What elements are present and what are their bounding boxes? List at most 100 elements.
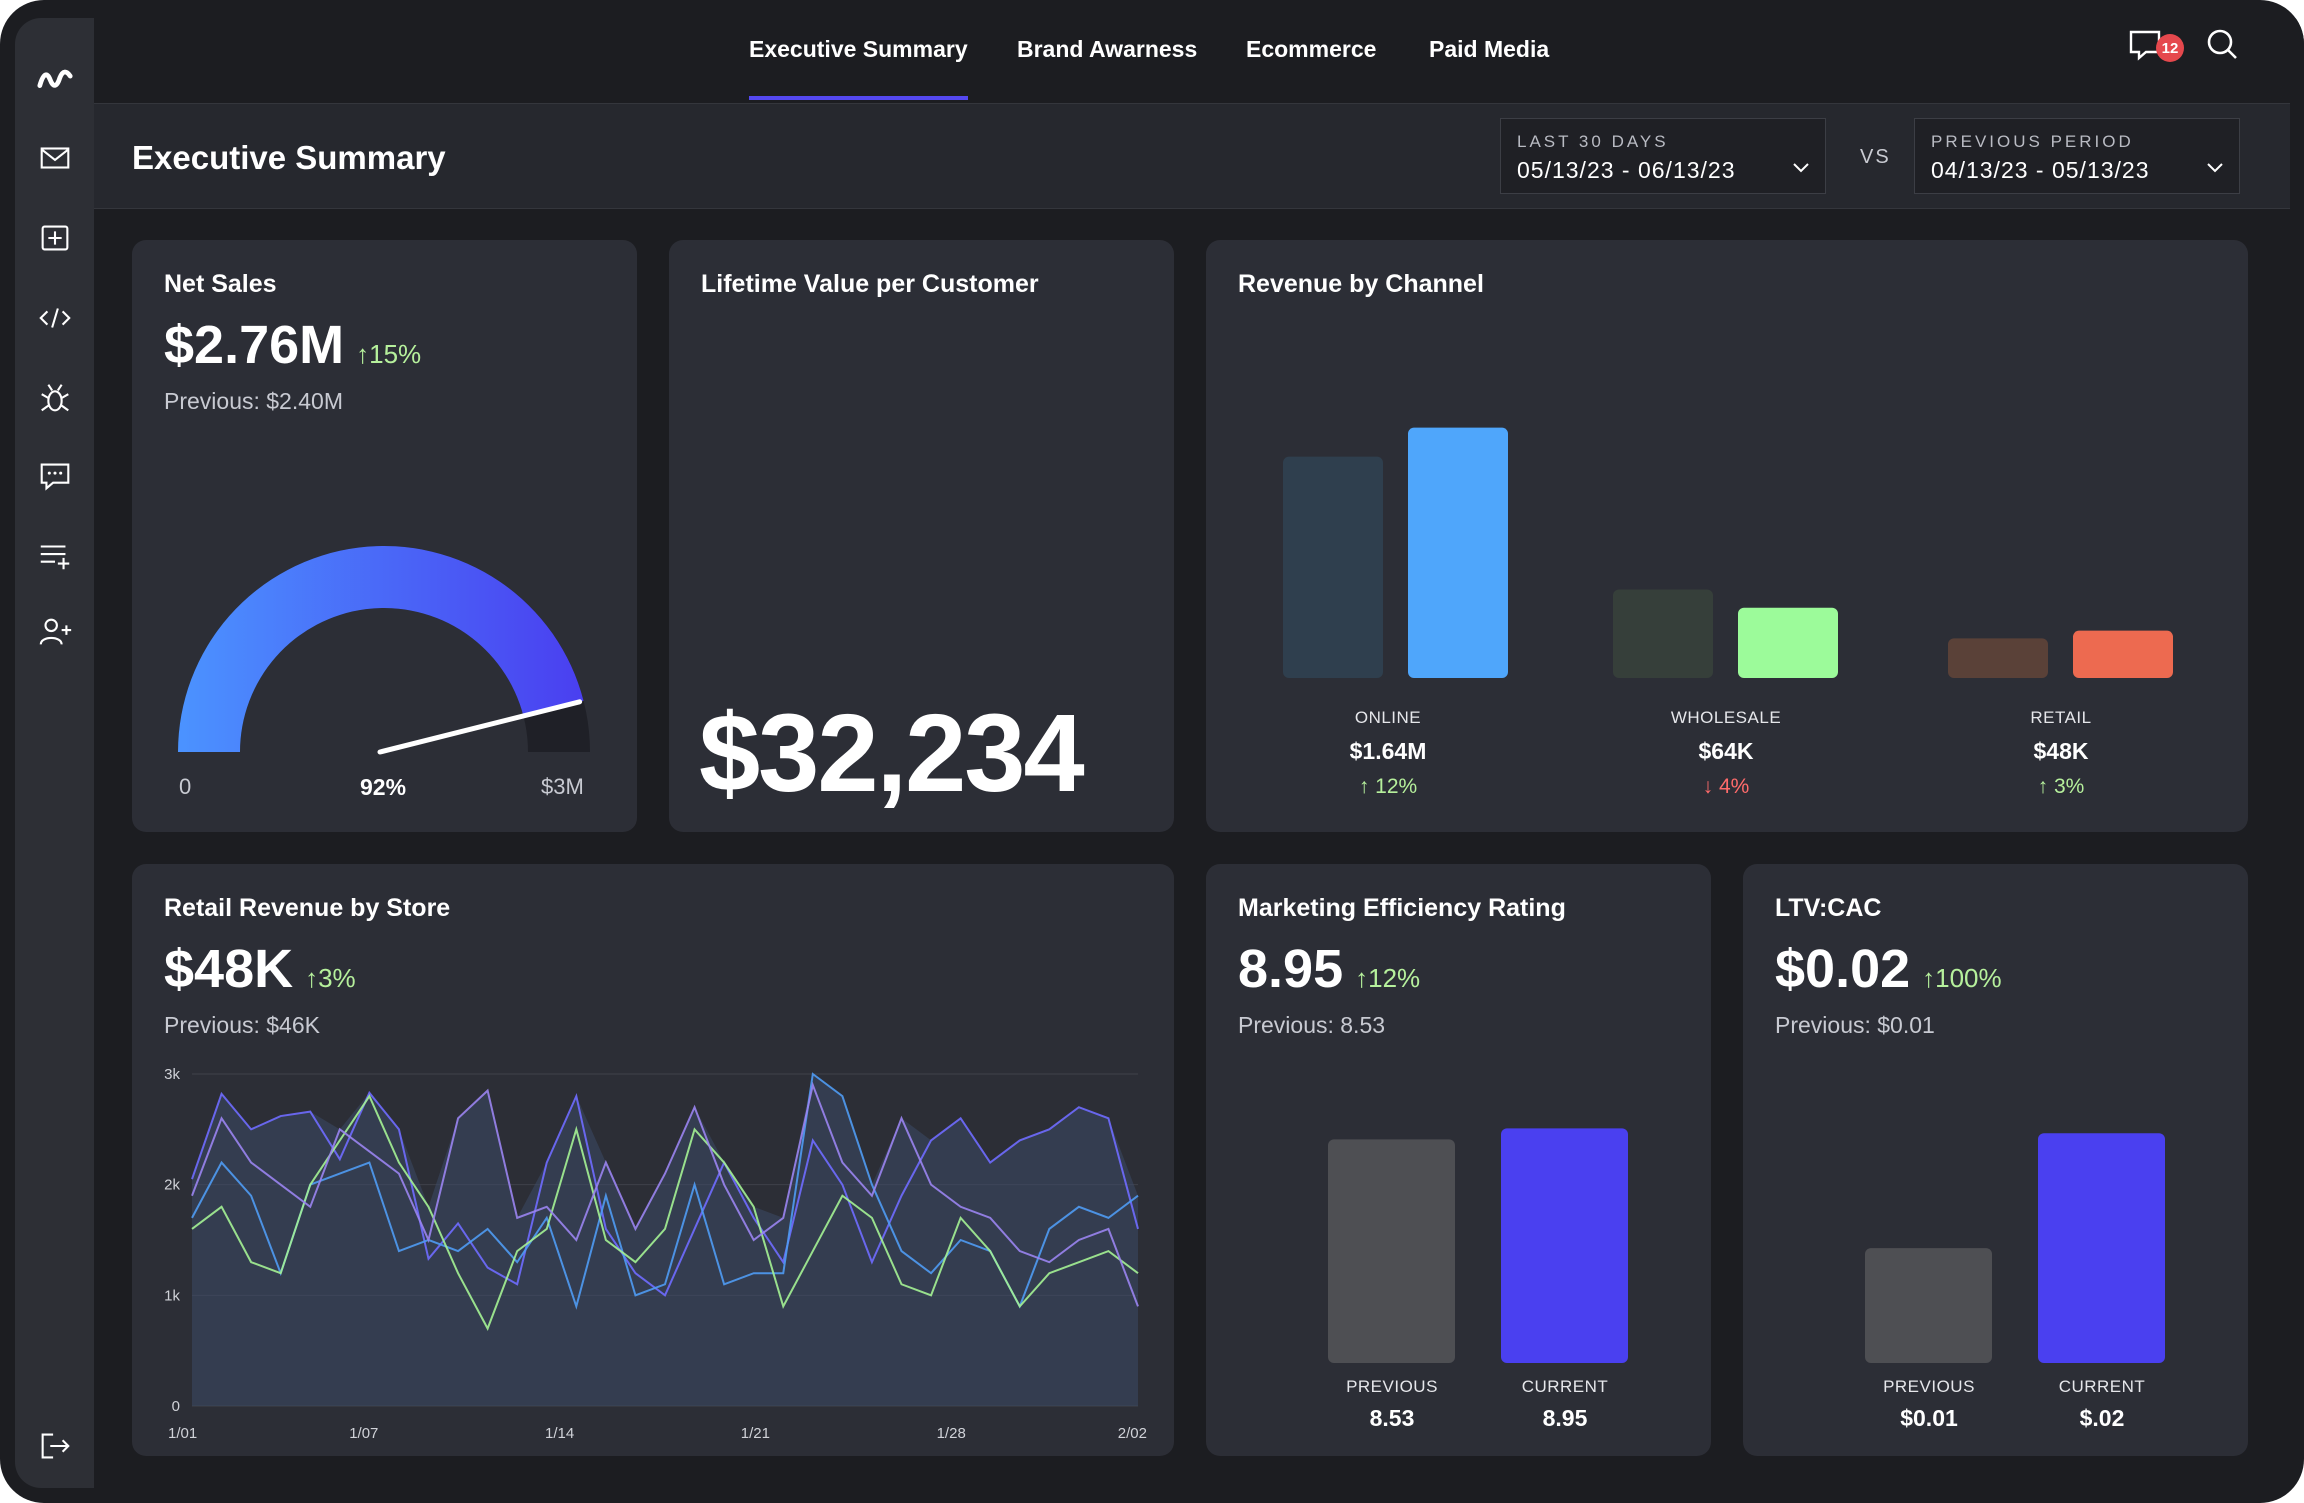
ltv-cac-value: $0.02 <box>1775 939 1911 999</box>
previous-value: Previous: $46K <box>164 1012 320 1038</box>
card-title: Lifetime Value per Customer <box>701 270 1039 298</box>
bar-previous <box>1865 1248 1992 1363</box>
gauge-max: $3M <box>541 774 584 799</box>
bar-label: CURRENT <box>2058 1377 2146 1396</box>
retail-store-value: $48K <box>164 939 294 999</box>
previous-value: Previous: 8.53 <box>1238 1012 1386 1038</box>
channel-value: $1.64M <box>1349 738 1427 764</box>
area-fill <box>192 1074 1138 1406</box>
date-range-current-value: 05/13/23 - 06/13/23 <box>1517 157 1736 183</box>
chat-icon[interactable] <box>15 446 94 506</box>
bar-current <box>1501 1128 1628 1363</box>
bug-icon[interactable] <box>15 368 94 428</box>
notification-badge: 12 <box>2156 34 2184 62</box>
net-sales-card: Net Sales $2.76M ↑15% Previous: $2.40M 0 … <box>132 240 637 832</box>
mail-icon[interactable] <box>15 128 94 188</box>
y-tick-label: 2k <box>164 1177 180 1194</box>
mer-bar-chart <box>1328 1128 1628 1363</box>
net-sales-gauge <box>178 545 590 755</box>
retail-revenue-line-chart: 0 1k 2k 3k 1/01 1/07 1/14 1/21 1/28 2/02 <box>164 1066 1147 1442</box>
delta-value: 100% <box>1935 963 2002 993</box>
kpi-value: 8.95 ↑12% <box>1238 938 1420 1000</box>
channel-delta: ↓ 4% <box>1702 775 1750 798</box>
channel-delta-value: 3% <box>2053 775 2085 798</box>
page-header: Executive Summary LAST 30 DAYS 05/13/23 … <box>94 103 2290 209</box>
notifications-icon[interactable] <box>2124 22 2168 66</box>
tab-paid-media[interactable]: Paid Media <box>1429 36 1550 62</box>
search-icon[interactable] <box>2200 22 2244 66</box>
card-title: Retail Revenue by Store <box>164 894 451 922</box>
channel-wholesale: WHOLESALE $64K ↓ 4% <box>1586 708 1866 799</box>
card-title: Revenue by Channel <box>1238 270 1484 298</box>
channel-label: ONLINE <box>1354 708 1422 727</box>
delta-up: ↑12% <box>1355 963 1421 993</box>
vs-label: VS <box>1860 146 1891 168</box>
channel-label: RETAIL <box>2030 708 2092 727</box>
date-range-previous-dropdown[interactable]: PREVIOUS PERIOD 04/13/23 - 05/13/23 <box>1914 118 2240 194</box>
channel-delta-value: 12% <box>1375 775 1418 798</box>
channel-delta: ↑ 3% <box>2037 775 2085 798</box>
channel-delta: ↑ 12% <box>1358 775 1418 798</box>
bar-previous-retail <box>1948 638 2048 678</box>
delta-value: 15% <box>369 339 422 369</box>
delta-up: ↑15% <box>356 339 422 369</box>
x-tick-label: 1/14 <box>545 1425 574 1442</box>
gauge-percent: 92% <box>360 774 407 800</box>
bar-label: CURRENT <box>1521 1377 1609 1396</box>
bar-current-wholesale <box>1738 607 1838 678</box>
top-navigation: Executive Summary Brand Awarness Ecommer… <box>94 18 2304 102</box>
delta-up: ↑3% <box>305 963 356 993</box>
date-range-previous-value: 04/13/23 - 05/13/23 <box>1931 157 2150 183</box>
series-line-3 <box>191 1094 1139 1331</box>
ltv-value: $32,234 <box>699 692 1085 815</box>
add-user-icon[interactable] <box>15 602 94 662</box>
bar-label: PREVIOUS <box>1346 1377 1438 1396</box>
playlist-add-icon[interactable] <box>15 526 94 586</box>
ltv-cac-card: LTV:CAC $0.02 ↑100% Previous: $0.01 PREVI… <box>1743 864 2248 1456</box>
y-tick-label: 3k <box>164 1066 180 1083</box>
channel-label: WHOLESALE <box>1670 708 1782 727</box>
bar-previous <box>1328 1139 1455 1363</box>
mer-value: 8.95 <box>1238 939 1344 999</box>
kpi-value: $48K ↑3% <box>164 938 356 1000</box>
series-line-4 <box>191 1081 1139 1307</box>
tab-brand-awarness[interactable]: Brand Awarness <box>1017 36 1198 62</box>
card-title: Marketing Efficiency Rating <box>1238 894 1566 922</box>
add-box-icon[interactable] <box>15 208 94 268</box>
channel-retail: RETAIL $48K ↑ 3% <box>1921 708 2201 799</box>
tab-executive-summary[interactable]: Executive Summary <box>749 36 968 100</box>
mer-current-col: CURRENT 8.95 <box>1465 1377 1665 1432</box>
x-tick-label: 1/21 <box>741 1425 770 1442</box>
logo-icon[interactable] <box>15 48 94 108</box>
gauge-needle <box>377 699 583 755</box>
bar-current-retail <box>2073 630 2173 678</box>
logout-icon[interactable] <box>15 1416 94 1476</box>
tab-ecommerce[interactable]: Ecommerce <box>1246 36 1377 62</box>
gauge-fill <box>178 545 584 752</box>
bar-current <box>2038 1133 2165 1363</box>
bar-value: 8.53 <box>1369 1405 1415 1431</box>
date-range-current-label: LAST 30 DAYS <box>1517 132 1669 151</box>
delta-up: ↑100% <box>1922 963 2002 993</box>
channel-delta-value: 4% <box>1718 775 1750 798</box>
code-icon[interactable] <box>15 288 94 348</box>
date-range-current-dropdown[interactable]: LAST 30 DAYS 05/13/23 - 06/13/23 <box>1500 118 1826 194</box>
y-tick-label: 0 <box>172 1398 180 1415</box>
bar-value: 8.95 <box>1542 1405 1588 1431</box>
bar-value: $0.01 <box>1900 1405 1958 1431</box>
page-title: Executive Summary <box>132 139 446 176</box>
kpi-value: $0.02 ↑100% <box>1775 938 2002 1000</box>
chevron-down-icon <box>2207 163 2223 173</box>
bar-value: $.02 <box>2079 1405 2125 1431</box>
chevron-down-icon <box>1793 163 1809 173</box>
x-tick-label: 1/07 <box>349 1425 378 1442</box>
date-range-previous-label: PREVIOUS PERIOD <box>1931 132 2134 151</box>
ltv-cac-current-col: CURRENT $.02 <box>2002 1377 2202 1432</box>
lifetime-value-card: Lifetime Value per Customer $32,234 <box>669 240 1174 832</box>
delta-value: 3% <box>318 963 356 993</box>
y-tick-label: 1k <box>164 1287 180 1304</box>
card-title: LTV:CAC <box>1775 894 1882 922</box>
bar-previous-online <box>1283 456 1383 678</box>
bar-previous-wholesale <box>1613 589 1713 678</box>
